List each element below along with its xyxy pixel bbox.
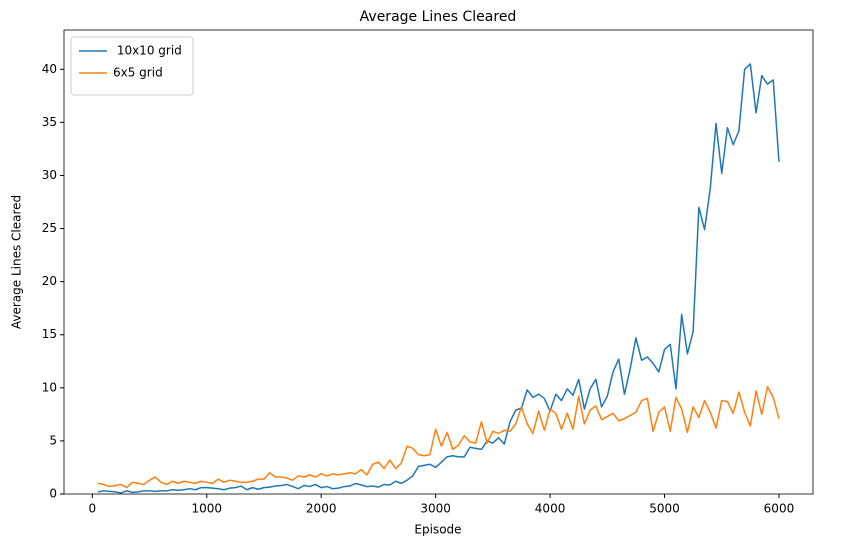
series-line <box>97 386 780 489</box>
y-tick-label: 35 <box>42 115 57 129</box>
x-tick-label: 5000 <box>649 502 680 516</box>
y-tick-label: 0 <box>49 487 57 501</box>
y-tick-label: 20 <box>42 274 57 288</box>
x-tick-label: 6000 <box>764 502 795 516</box>
legend-label: 10x10 grid <box>113 44 182 58</box>
series-line <box>97 63 780 494</box>
y-tick-label: 5 <box>49 433 57 447</box>
y-axis-label: Average Lines Cleared <box>10 195 24 329</box>
x-tick-label: 4000 <box>535 502 566 516</box>
x-tick-label: 3000 <box>420 502 451 516</box>
y-tick-label: 10 <box>42 380 57 394</box>
x-tick-label: 2000 <box>306 502 337 516</box>
chart-title: Average Lines Cleared <box>360 9 517 25</box>
y-tick-label: 40 <box>42 62 57 76</box>
axes-frame <box>63 29 814 495</box>
y-tick-label: 30 <box>42 168 57 182</box>
y-tick-label: 25 <box>42 221 57 235</box>
x-tick-label: 1000 <box>191 502 222 516</box>
y-tick-label: 15 <box>42 327 57 341</box>
x-tick-label: 0 <box>89 502 97 516</box>
legend-label: 6x5 grid <box>113 66 163 80</box>
x-axis-label: Episode <box>414 523 461 537</box>
